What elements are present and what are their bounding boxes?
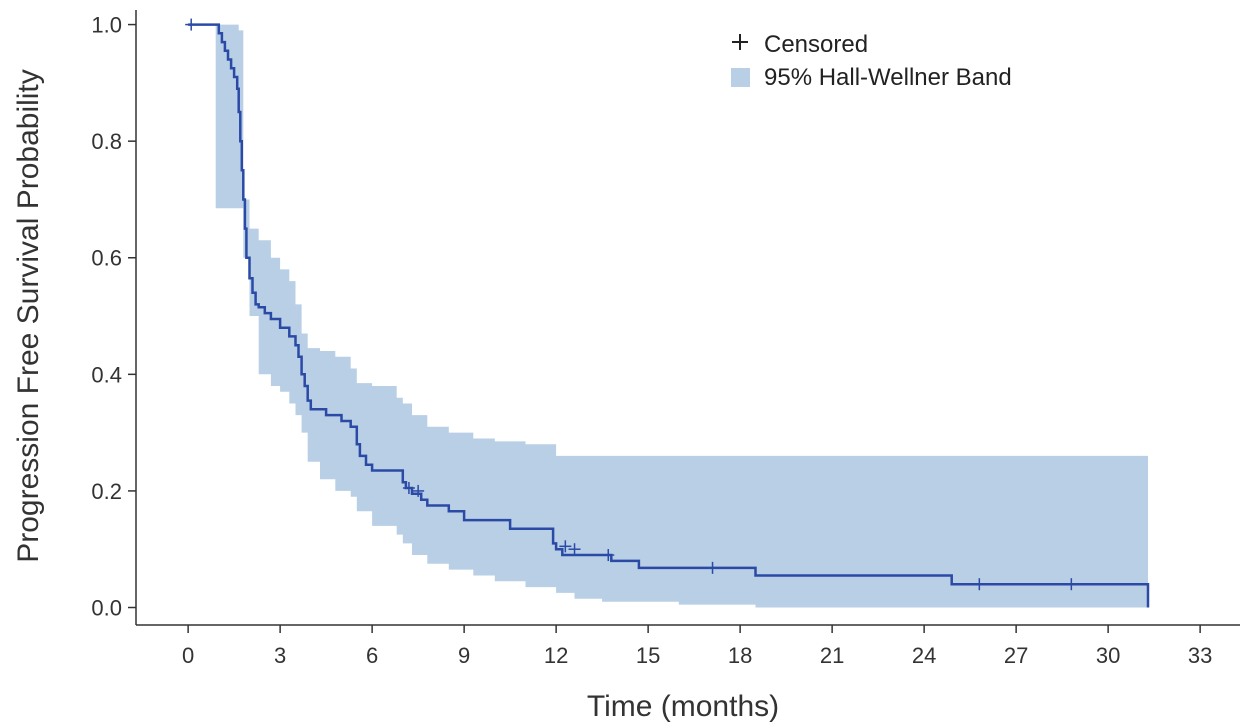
x-tick-label: 24 xyxy=(912,643,936,668)
x-tick-label: 9 xyxy=(458,643,470,668)
x-tick-label: 6 xyxy=(366,643,378,668)
y-tick-label: 1.0 xyxy=(91,13,122,38)
censored-mark xyxy=(1065,578,1078,591)
y-tick-label: 0.0 xyxy=(91,596,122,621)
x-tick-label: 0 xyxy=(182,643,194,668)
x-tick-label: 21 xyxy=(820,643,844,668)
x-ticks: 0 3 6 9 12 15 18 21 24 27 30 33 xyxy=(182,625,1212,668)
x-tick-label: 27 xyxy=(1004,643,1028,668)
y-tick-label: 0.6 xyxy=(91,246,122,271)
censored-mark xyxy=(602,549,615,562)
x-axis-title: Time (months) xyxy=(587,690,779,723)
confidence-band xyxy=(215,24,1148,608)
legend: Censored 95% Hall-Wellner Band xyxy=(731,31,1012,91)
legend-censored-marker xyxy=(732,34,748,50)
x-tick-label: 12 xyxy=(544,643,568,668)
censored-mark xyxy=(706,561,719,574)
legend-censored-label: Censored xyxy=(764,31,868,58)
x-tick-label: 15 xyxy=(636,643,660,668)
censored-mark xyxy=(185,18,198,31)
censored-marks-layer xyxy=(185,18,1078,591)
confidence-band-layer xyxy=(215,24,1148,608)
censored-mark xyxy=(568,543,581,556)
censored-mark xyxy=(973,578,986,591)
y-tick-label: 0.8 xyxy=(91,129,122,154)
survival-curve xyxy=(188,23,1150,608)
censored-mark xyxy=(559,540,572,553)
legend-band-label: 95% Hall-Wellner Band xyxy=(764,64,1012,91)
y-axis-title: Progression Free Survival Probability xyxy=(12,69,45,563)
censored-mark xyxy=(402,482,415,495)
censored-mark xyxy=(412,484,425,497)
x-tick-label: 30 xyxy=(1096,643,1120,668)
y-tick-label: 0.2 xyxy=(91,479,122,504)
survival-curve-layer xyxy=(188,23,1150,608)
y-tick-label: 0.4 xyxy=(91,362,122,387)
y-ticks: 0.0 0.2 0.4 0.6 0.8 1.0 xyxy=(91,13,136,621)
legend-band-swatch xyxy=(731,68,750,87)
axes-layer xyxy=(135,10,1240,626)
x-tick-label: 18 xyxy=(728,643,752,668)
x-tick-label: 33 xyxy=(1188,643,1212,668)
x-tick-label: 3 xyxy=(274,643,286,668)
